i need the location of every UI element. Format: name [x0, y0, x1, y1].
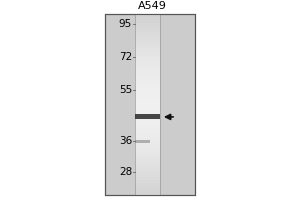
Bar	[135, 168, 160, 171]
Bar	[135, 165, 160, 168]
Bar	[135, 105, 160, 108]
Bar	[135, 180, 160, 184]
Bar	[135, 114, 160, 117]
Bar	[135, 86, 160, 90]
Bar	[135, 144, 160, 147]
Bar	[135, 183, 160, 187]
Bar	[135, 47, 160, 51]
Bar	[135, 126, 160, 129]
Text: 72: 72	[119, 52, 132, 62]
Bar	[135, 111, 160, 114]
Bar	[135, 192, 160, 196]
Bar	[135, 56, 160, 60]
Bar	[135, 132, 160, 135]
Bar	[135, 35, 160, 39]
Bar	[135, 26, 160, 29]
Bar	[135, 17, 160, 20]
Bar	[135, 135, 160, 138]
Bar	[135, 14, 160, 17]
Text: A549: A549	[138, 1, 167, 11]
Bar	[135, 92, 160, 96]
Bar	[135, 50, 160, 54]
Bar	[135, 71, 160, 75]
Bar	[135, 129, 160, 132]
Bar	[135, 77, 160, 81]
Bar	[135, 68, 160, 72]
Bar	[135, 102, 160, 105]
Text: 28: 28	[119, 167, 132, 177]
Bar	[135, 95, 160, 99]
Bar	[135, 153, 160, 156]
Bar	[135, 80, 160, 84]
Bar	[135, 177, 160, 181]
Bar	[135, 32, 160, 36]
Bar	[135, 62, 160, 66]
Bar	[135, 147, 160, 150]
Bar	[135, 138, 160, 141]
Bar	[135, 114, 160, 119]
Text: 95: 95	[119, 19, 132, 29]
Bar	[135, 38, 160, 42]
Bar	[135, 44, 160, 48]
Bar	[135, 159, 160, 162]
Bar	[135, 41, 160, 45]
Bar	[135, 171, 160, 174]
Bar	[135, 150, 160, 153]
Bar	[135, 189, 160, 193]
Bar	[135, 123, 160, 126]
Bar	[135, 186, 160, 190]
Bar	[135, 29, 160, 33]
Bar	[135, 162, 160, 165]
Bar	[135, 83, 160, 87]
Bar	[135, 98, 160, 102]
Bar	[135, 108, 160, 111]
Bar	[135, 89, 160, 93]
Bar	[135, 174, 160, 178]
Bar	[135, 141, 160, 144]
Bar	[135, 59, 160, 63]
Bar	[135, 120, 160, 123]
Bar	[135, 74, 160, 78]
Bar	[105, 14, 195, 195]
Bar	[135, 117, 160, 120]
Bar	[135, 140, 150, 143]
Bar	[135, 20, 160, 23]
Text: 36: 36	[119, 136, 132, 146]
Bar	[135, 53, 160, 57]
Bar	[135, 23, 160, 26]
Bar	[135, 156, 160, 159]
Bar	[135, 65, 160, 69]
Text: 55: 55	[119, 85, 132, 95]
